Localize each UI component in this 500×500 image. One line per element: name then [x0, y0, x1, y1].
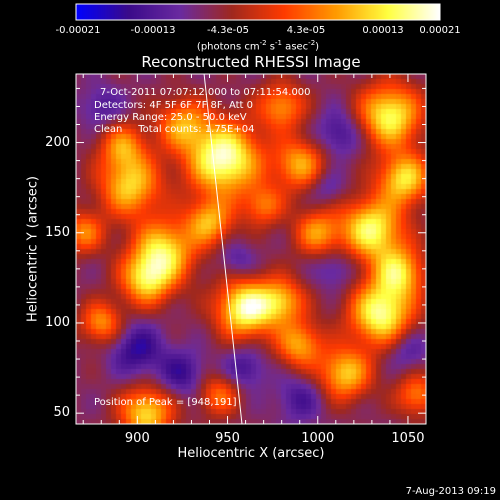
colorbar-tick-label: 0.00013	[362, 25, 404, 36]
annotation-detectors: Detectors: 4F 5F 6F 7F 8F, Att 0	[94, 100, 254, 111]
annotation-time: 7-Oct-2011 07:07:12.000 to 07:11:54.000	[100, 87, 311, 98]
plot-frame	[75, 73, 427, 425]
colorbar-tick-label: 4.3e-05	[286, 25, 326, 36]
x-tick-label: 1050	[391, 431, 425, 446]
colorbar-tick-label: 0.00021	[419, 25, 461, 36]
y-tick-label: 200	[45, 134, 70, 150]
x-tick-label: 900	[124, 431, 150, 446]
colorbar	[76, 4, 440, 20]
footer-timestamp: 7-Aug-2013 09:19	[405, 486, 496, 497]
annotation-clean: Clean Total counts: 1.75E+04	[94, 124, 255, 135]
x-tick-label: 950	[215, 431, 240, 446]
y-tick-label: 50	[53, 405, 70, 421]
peak-position-label: Position of Peak = [948,191]	[94, 397, 237, 408]
x-axis-label: Heliocentric X (arcsec)	[177, 446, 325, 461]
chart-title: Reconstructed RHESSI Image	[141, 53, 361, 71]
y-tick-label: 150	[45, 224, 70, 240]
colorbar-tick-label: -0.00013	[130, 25, 176, 36]
y-tick-label: 100	[45, 314, 70, 330]
colorbar-tick-label: -0.00021	[55, 25, 101, 36]
colorbar-unit-label: (photons cm-2 s-1 asec-2)	[196, 39, 320, 53]
heatmap-image	[76, 74, 426, 424]
y-axis-label: Heliocentric Y (arcsec)	[25, 176, 41, 322]
solar-limb-line	[203, 73, 243, 425]
colorbar-frame	[75, 3, 441, 21]
annotation-energy: Energy Range: 25.0 - 50.0 keV	[94, 112, 247, 123]
x-tick-label: 1000	[301, 431, 335, 446]
colorbar-tick-label: -4.3e-05	[207, 25, 249, 36]
